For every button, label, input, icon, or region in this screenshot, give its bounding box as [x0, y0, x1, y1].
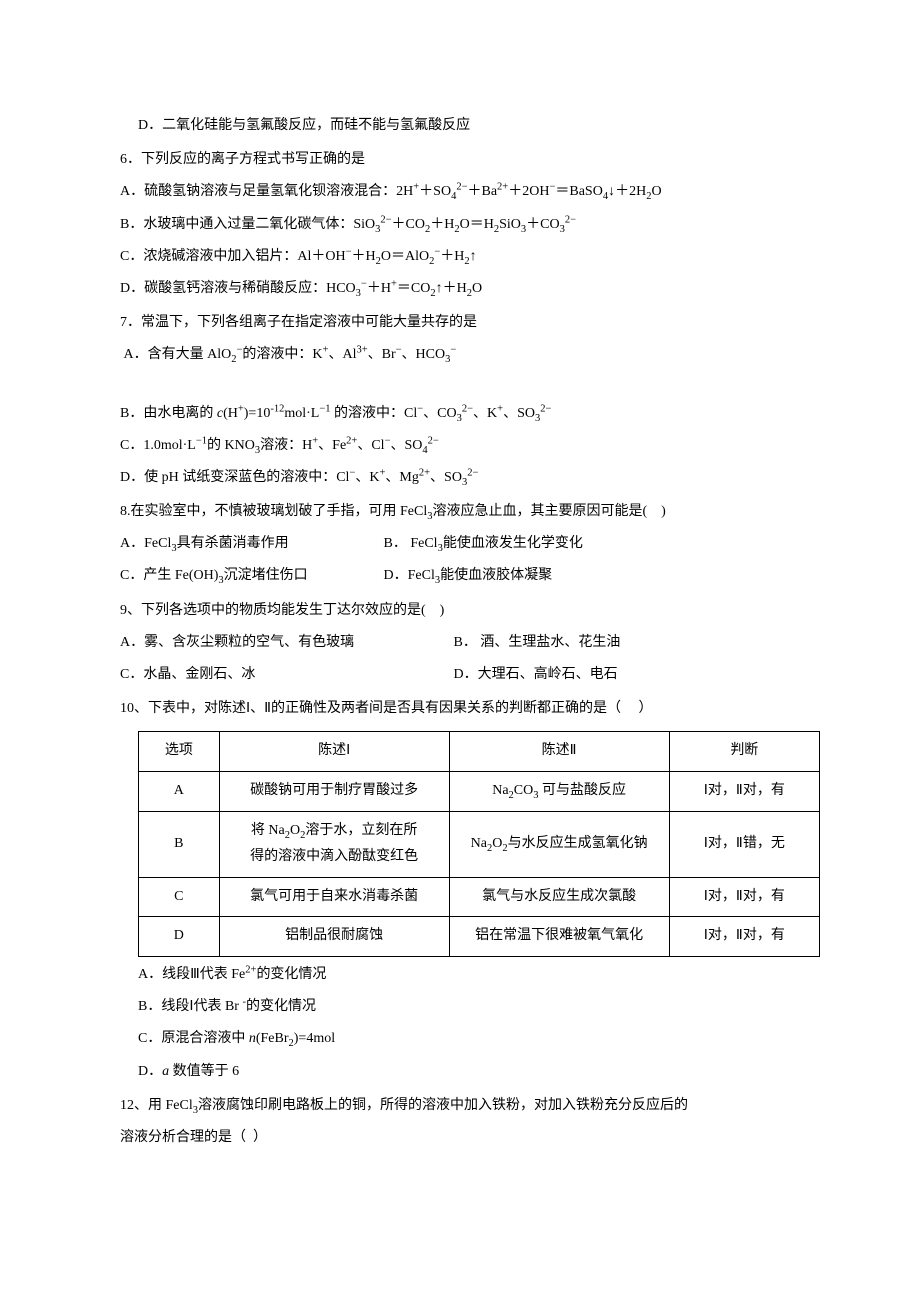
q6-opt-b: B．水玻璃中通入过量二氧化碳气体：SiO32−＋CO2＋H2O＝H2SiO3＋C…	[120, 209, 820, 241]
q7-opt-a: A．含有大量 AlO2−的溶液中：K+、Al3+、Br−、HCO3−	[120, 339, 820, 371]
cell-statement-1: 氯气可用于自来水消毒杀菌	[219, 877, 449, 917]
cell-judgment: Ⅰ对，Ⅱ错，无	[669, 811, 819, 877]
q11-opt-a: A．线段Ⅲ代表 Fe2+的变化情况	[138, 959, 820, 991]
question-10: 10、下表中，对陈述Ⅰ、Ⅱ的正确性及两者间是否具有因果关系的判断都正确的是（ ）…	[120, 693, 820, 1088]
cell-option: C	[139, 877, 220, 917]
q7-opt-b: B．由水电离的 c(H+)=10-12mol·L−1 的溶液中：Cl−、CO32…	[120, 398, 820, 430]
cell-statement-1: 将 Na2O2溶于水，立刻在所得的溶液中滴入酚酞变红色	[219, 811, 449, 877]
cell-judgment: Ⅰ对，Ⅱ对，有	[669, 877, 819, 917]
q8-opt-a: A．FeCl3具有杀菌消毒作用	[120, 528, 380, 560]
table-row: D铝制品很耐腐蚀铝在常温下很难被氧气氧化Ⅰ对，Ⅱ对，有	[139, 917, 820, 957]
q11-fragment: A．线段Ⅲ代表 Fe2+的变化情况 B．线段Ⅰ代表 Br -的变化情况 C．原混…	[138, 959, 820, 1088]
question-7: 7．常温下，下列各组离子在指定溶液中可能大量共存的是 A．含有大量 AlO2−的…	[120, 307, 820, 494]
q8-opt-c: C．产生 Fe(OH)3沉淀堵住伤口	[120, 560, 380, 592]
question-9: 9、下列各选项中的物质均能发生丁达尔效应的是( ) A．雾、含灰尘颗粒的空气、有…	[120, 595, 820, 692]
q8-stem: 8.在实验室中，不慎被玻璃划破了手指，可用 FeCl3溶液应急止血，其主要原因可…	[120, 496, 820, 528]
th-statement-1: 陈述Ⅰ	[219, 732, 449, 772]
question-6: 6．下列反应的离子方程式书写正确的是 A．硫酸氢钠溶液与足量氢氧化钡溶液混合：2…	[120, 144, 820, 305]
cell-statement-1: 碳酸钠可用于制疗胃酸过多	[219, 771, 449, 811]
question-8: 8.在实验室中，不慎被玻璃划破了手指，可用 FeCl3溶液应急止血，其主要原因可…	[120, 496, 820, 593]
th-statement-2: 陈述Ⅱ	[449, 732, 669, 772]
q6-opt-c: C．浓烧碱溶液中加入铝片：Al＋OH−＋H2O＝AlO2−＋H2↑	[120, 241, 820, 273]
cell-option: B	[139, 811, 220, 877]
q9-opt-a: A．雾、含灰尘颗粒的空气、有色玻璃	[120, 627, 450, 659]
cell-judgment: Ⅰ对，Ⅱ对，有	[669, 771, 819, 811]
q6-stem: 6．下列反应的离子方程式书写正确的是	[120, 144, 820, 176]
q12-line1: 12、用 FeCl3溶液腐蚀印刷电路板上的铜，所得的溶液中加入铁粉，对加入铁粉充…	[120, 1090, 820, 1122]
q12-line2: 溶液分析合理的是（ ）	[120, 1122, 820, 1154]
cell-statement-2: 氯气与水反应生成次氯酸	[449, 877, 669, 917]
q6-opt-a: A．硫酸氢钠溶液与足量氢氧化钡溶液混合：2H+＋SO42−＋Ba2+＋2OH−＝…	[120, 176, 820, 208]
cell-statement-2: 铝在常温下很难被氧气氧化	[449, 917, 669, 957]
cell-option: A	[139, 771, 220, 811]
cell-statement-2: Na2O2与水反应生成氢氧化钠	[449, 811, 669, 877]
cell-statement-1: 铝制品很耐腐蚀	[219, 917, 449, 957]
q5-option-d: D．二氧化硅能与氢氟酸反应，而硅不能与氢氟酸反应	[138, 110, 820, 142]
q11-opt-c: C．原混合溶液中 n(FeBr2)=4mol	[138, 1023, 820, 1055]
q8-row2: C．产生 Fe(OH)3沉淀堵住伤口 D．FeCl3能使血液胶体凝聚	[120, 560, 820, 592]
q7-stem: 7．常温下，下列各组离子在指定溶液中可能大量共存的是	[120, 307, 820, 339]
q10-table: 选项 陈述Ⅰ 陈述Ⅱ 判断 A碳酸钠可用于制疗胃酸过多Na2CO3 可与盐酸反应…	[138, 731, 820, 957]
q8-opt-b: B． FeCl3能使血液发生化学变化	[384, 536, 583, 551]
cell-statement-2: Na2CO3 可与盐酸反应	[449, 771, 669, 811]
table-row: C氯气可用于自来水消毒杀菌氯气与水反应生成次氯酸Ⅰ对，Ⅱ对，有	[139, 877, 820, 917]
q8-row1: A．FeCl3具有杀菌消毒作用 B． FeCl3能使血液发生化学变化	[120, 528, 820, 560]
q7-opt-c: C．1.0mol·L−1的 KNO3溶液：H+、Fe2+、Cl−、SO42−	[120, 430, 820, 462]
cell-option: D	[139, 917, 220, 957]
q11-opt-d: D．a 数值等于 6	[138, 1056, 820, 1088]
q11-opt-b: B．线段Ⅰ代表 Br -的变化情况	[138, 991, 820, 1023]
q6-opt-d: D．碳酸氢钙溶液与稀硝酸反应：HCO3−＋H+＝CO2↑＋H2O	[120, 273, 820, 305]
q9-opt-c: C．水晶、金刚石、冰	[120, 659, 450, 691]
q7-opt-d: D．使 pH 试纸变深蓝色的溶液中：Cl−、K+、Mg2+、SO32−	[120, 462, 820, 494]
q9-stem: 9、下列各选项中的物质均能发生丁达尔效应的是( )	[120, 595, 820, 627]
table-header-row: 选项 陈述Ⅰ 陈述Ⅱ 判断	[139, 732, 820, 772]
q9-row1: A．雾、含灰尘颗粒的空气、有色玻璃 B． 酒、生理盐水、花生油	[120, 627, 820, 659]
th-option: 选项	[139, 732, 220, 772]
th-judgment: 判断	[669, 732, 819, 772]
q9-opt-d: D．大理石、高岭石、电石	[454, 667, 618, 682]
q9-row2: C．水晶、金刚石、冰 D．大理石、高岭石、电石	[120, 659, 820, 691]
q9-opt-b: B． 酒、生理盐水、花生油	[454, 635, 621, 650]
table-row: A碳酸钠可用于制疗胃酸过多Na2CO3 可与盐酸反应Ⅰ对，Ⅱ对，有	[139, 771, 820, 811]
q10-stem: 10、下表中，对陈述Ⅰ、Ⅱ的正确性及两者间是否具有因果关系的判断都正确的是（ ）	[120, 693, 820, 725]
table-row: B将 Na2O2溶于水，立刻在所得的溶液中滴入酚酞变红色Na2O2与水反应生成氢…	[139, 811, 820, 877]
cell-judgment: Ⅰ对，Ⅱ对，有	[669, 917, 819, 957]
q8-opt-d: D．FeCl3能使血液胶体凝聚	[384, 568, 553, 583]
question-12: 12、用 FeCl3溶液腐蚀印刷电路板上的铜，所得的溶液中加入铁粉，对加入铁粉充…	[120, 1090, 820, 1154]
